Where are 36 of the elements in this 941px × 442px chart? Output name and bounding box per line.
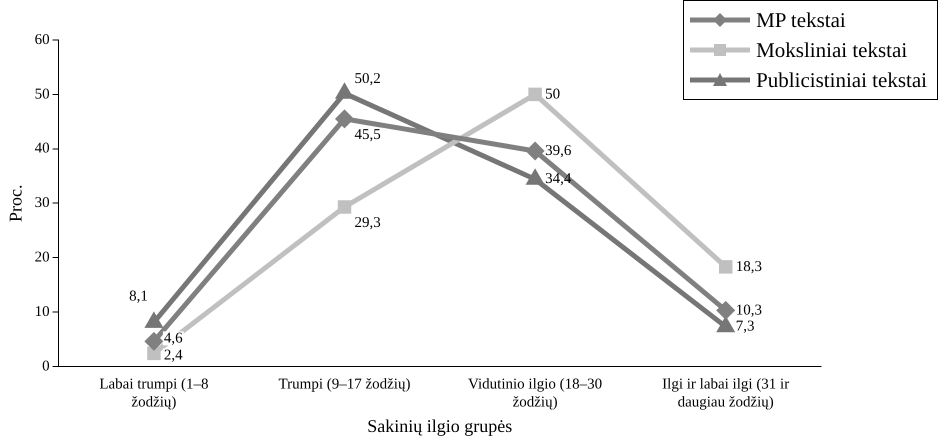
point	[145, 332, 162, 350]
y-tick-label: 30	[34, 195, 50, 212]
y-tick-label: 20	[34, 250, 50, 266]
y-tick-label: 50	[34, 86, 50, 102]
data-label: 45,5	[354, 126, 381, 143]
data-label: 7,3	[736, 318, 754, 335]
data-label: 50,2	[354, 71, 381, 88]
point	[338, 200, 352, 214]
y-axis-title: Proc.	[6, 184, 26, 222]
legend-label: Publicistiniai tekstai	[756, 67, 927, 94]
point	[147, 346, 161, 360]
data-label: 34,4	[545, 171, 572, 188]
data-label: 8,1	[129, 288, 148, 304]
x-tick-label: Vidutinio ilgio (18–30 žodžių)	[468, 376, 602, 410]
x-axis-title: Sakinių ilgio grupės	[367, 416, 512, 436]
point	[528, 88, 542, 102]
data-label: 10,3	[736, 302, 762, 318]
data-label: 18,3	[736, 258, 762, 275]
y-tick-label: 10	[34, 304, 50, 320]
point	[718, 260, 732, 274]
y-tick-label: 40	[34, 140, 50, 157]
point	[717, 302, 734, 319]
y-tick-label: 0	[42, 358, 50, 374]
x-tick-label: Ilgi ir labai ilgi (31 ir daugiau žodžių)	[662, 376, 790, 410]
data-label: 50	[545, 86, 560, 102]
y-tick-label: 60	[34, 32, 50, 48]
point	[336, 110, 353, 128]
data-label: 29,3	[354, 214, 381, 231]
legend-label: Moksliniai tekstai	[756, 37, 908, 64]
x-tick-label: Trumpi (9–17 žodžių)	[278, 376, 410, 392]
data-label: 4,6	[164, 330, 184, 346]
data-label: 2,4	[164, 347, 184, 364]
x-tick-label: Labai trumpi (1–8 žodžių)	[99, 376, 208, 410]
legend-label: MP tekstai	[756, 7, 846, 34]
data-label: 39,6	[545, 142, 572, 159]
point	[526, 142, 544, 160]
